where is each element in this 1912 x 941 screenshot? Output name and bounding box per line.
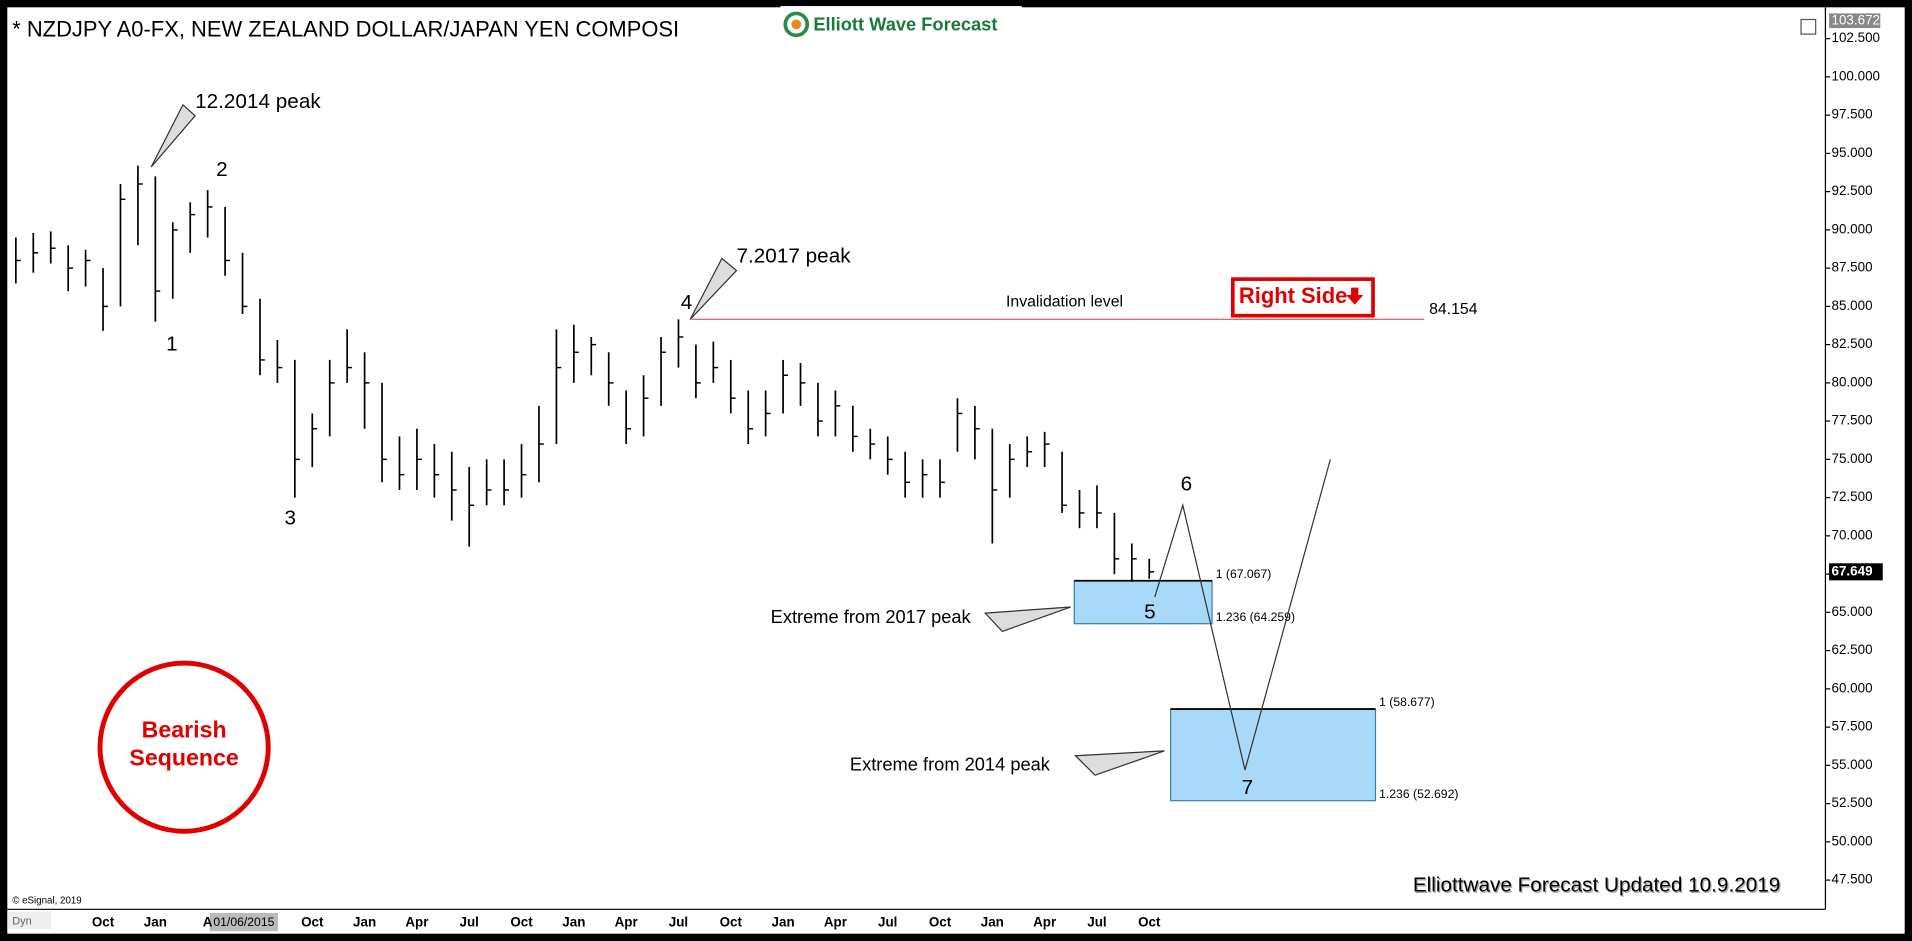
y-tick-label: 65.000 <box>1832 604 1873 619</box>
x-tick-label: Apr <box>615 914 639 929</box>
y-tick-label: 55.000 <box>1832 757 1873 772</box>
wave-label: 2 <box>216 158 228 181</box>
x-tick-label: Apr <box>824 914 848 929</box>
x-tick-label: Jan <box>981 914 1004 929</box>
update-note: Elliottwave Forecast Updated 10.9.2019 <box>1413 874 1780 897</box>
axis-top-label: 103.672 <box>1832 12 1880 27</box>
y-tick-label: 87.500 <box>1832 260 1873 275</box>
x-tick-label: Oct <box>1138 914 1161 929</box>
y-tick-label: 62.500 <box>1832 642 1873 657</box>
y-tick-label: 57.500 <box>1832 719 1873 734</box>
fib-label: 1.236 (64.259) <box>1216 610 1295 624</box>
update-shadow: Elliottwave Forecast Updated 10.9.2019 <box>1414 875 1781 898</box>
logo-icon <box>791 19 802 30</box>
x-tick-label: Jan <box>772 914 795 929</box>
callout <box>1074 750 1165 776</box>
last-price-box <box>1829 563 1883 581</box>
x-tick-label: Apr <box>405 914 429 929</box>
fib-label: 1.236 (52.692) <box>1379 787 1458 801</box>
wave-label: 6 <box>1181 473 1193 496</box>
x-tick-label: Oct <box>720 914 743 929</box>
y-tick-label: 90.000 <box>1832 221 1873 236</box>
invalidation-label: Invalidation level <box>1006 293 1123 310</box>
y-tick-label: 75.000 <box>1832 451 1873 466</box>
chart-background <box>7 7 1905 934</box>
y-tick-label: 60.000 <box>1832 680 1873 695</box>
x-tick-label: Oct <box>92 914 115 929</box>
x-tick-label: Jan <box>144 914 167 929</box>
y-tick-label: 100.000 <box>1832 68 1880 83</box>
invalidation-value: 84.154 <box>1429 301 1478 318</box>
annotation: 12.2014 peak <box>195 90 321 113</box>
y-tick-label: 97.500 <box>1832 107 1873 122</box>
logo-icon <box>783 11 810 38</box>
y-tick-label: 92.500 <box>1832 183 1873 198</box>
y-tick-label: 102.500 <box>1832 30 1880 45</box>
right-side-label: Right Side <box>1239 283 1347 308</box>
x-tick-label: Oct <box>301 914 324 929</box>
last-price: 67.649 <box>1832 563 1873 578</box>
x-tick-label: Jan <box>562 914 585 929</box>
x-tick-label: Jul <box>1087 914 1106 929</box>
wave-label: 5 <box>1144 601 1156 624</box>
cursor-date-box <box>209 912 279 932</box>
y-tick-label: 50.000 <box>1832 833 1873 848</box>
y-tick-label: 82.500 <box>1832 336 1873 351</box>
chart-title: * NZDJPY A0-FX, NEW ZEALAND DOLLAR/JAPAN… <box>12 16 679 41</box>
annotation: Extreme from 2017 peak <box>771 606 972 627</box>
fib-zone <box>1073 580 1213 625</box>
logo-background <box>780 6 1022 42</box>
annotation: 7.2017 peak <box>737 245 852 268</box>
wave-label: 3 <box>284 507 296 530</box>
dyn-button[interactable] <box>7 911 52 929</box>
y-tick-label: 47.500 <box>1832 872 1873 887</box>
y-tick-label: 52.500 <box>1832 795 1873 810</box>
logo-text: Elliott Wave Forecast <box>813 13 997 34</box>
y-tick-label: 70.000 <box>1832 527 1873 542</box>
y-tick-label: 85.000 <box>1832 298 1873 313</box>
callout <box>983 606 1071 633</box>
cursor-date: 01/06/2015 <box>213 915 274 929</box>
callout <box>689 257 738 320</box>
y-tick-label: 95.000 <box>1832 145 1873 160</box>
fib-label: 1 (67.067) <box>1216 567 1272 581</box>
badge-text: Bearish <box>142 716 227 742</box>
x-tick-label: Oct <box>929 914 952 929</box>
fib-label: 1 (58.677) <box>1379 695 1435 709</box>
projection-path <box>1154 459 1331 771</box>
x-tick-label: Jul <box>878 914 897 929</box>
badge <box>97 660 271 834</box>
wave-label: 1 <box>166 332 178 355</box>
annotation: Extreme from 2014 peak <box>850 753 1051 774</box>
y-tick-label: 80.000 <box>1832 374 1873 389</box>
x-tick-label: Jul <box>460 914 479 929</box>
window-icon <box>1800 18 1817 35</box>
x-tick-label: Jul <box>669 914 688 929</box>
arrow-down <box>1346 287 1364 305</box>
x-tick-label: A <box>203 914 213 929</box>
axis-top-box <box>1829 13 1881 29</box>
wave-label: 7 <box>1242 776 1254 799</box>
badge-text: Sequence <box>129 745 239 771</box>
y-tick-label: 77.500 <box>1832 413 1873 428</box>
copyright: © eSignal, 2019 <box>12 895 82 906</box>
dyn-label: Dyn <box>12 915 32 927</box>
wave-label: 4 <box>681 291 693 314</box>
x-tick-label: Apr <box>1033 914 1057 929</box>
fib-zone <box>1170 708 1377 802</box>
x-tick-label: Oct <box>510 914 533 929</box>
callout <box>150 103 196 168</box>
x-tick-label: Jan <box>353 914 376 929</box>
y-tick-label: 72.500 <box>1832 489 1873 504</box>
